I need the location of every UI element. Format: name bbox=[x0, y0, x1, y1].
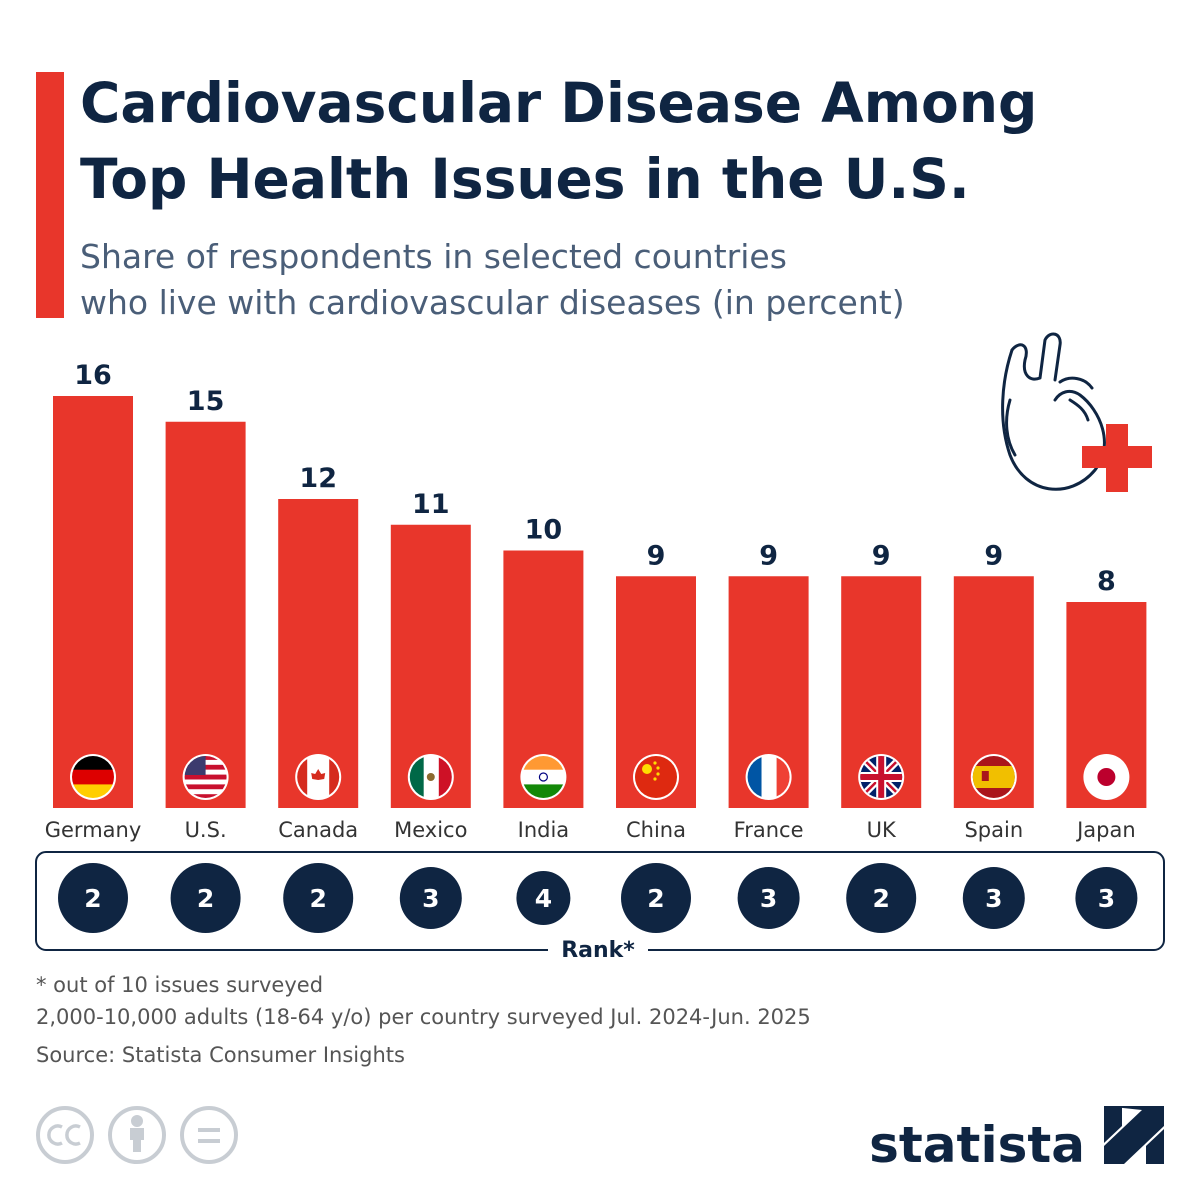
value-label: 8 bbox=[1097, 566, 1116, 597]
flag-part bbox=[184, 794, 227, 798]
rank-value: 2 bbox=[309, 884, 326, 913]
flag-part bbox=[72, 784, 114, 798]
flag-part bbox=[522, 769, 565, 785]
flag-part bbox=[184, 784, 227, 790]
rank-circle bbox=[516, 871, 571, 925]
rank-value: 3 bbox=[760, 884, 777, 913]
title-accent bbox=[36, 72, 64, 318]
x-tick-label: U.S. bbox=[185, 818, 227, 842]
flag-part bbox=[438, 756, 452, 798]
rank-value: 4 bbox=[535, 884, 552, 913]
title-line: Top Health Issues in the U.S. bbox=[80, 147, 970, 211]
flag-part bbox=[409, 756, 424, 798]
rank-circle bbox=[1075, 867, 1138, 929]
flag-part bbox=[761, 756, 777, 798]
value-label: 9 bbox=[984, 540, 1003, 571]
value-label: 12 bbox=[299, 463, 337, 494]
flag bbox=[522, 756, 565, 798]
flag-part bbox=[653, 761, 657, 765]
flag bbox=[72, 756, 114, 798]
rank-circle bbox=[737, 867, 800, 929]
flag-part bbox=[538, 772, 549, 782]
flag-part bbox=[311, 769, 326, 780]
rank-circle bbox=[962, 867, 1025, 929]
rank-circle bbox=[58, 863, 128, 933]
brand: statista bbox=[869, 1116, 1085, 1174]
x-tick-label: UK bbox=[867, 818, 897, 842]
rank-circle bbox=[846, 863, 917, 933]
flag-part bbox=[656, 772, 660, 776]
flag-part bbox=[776, 756, 790, 798]
x-tick-label: Spain bbox=[964, 818, 1023, 842]
rank-value: 3 bbox=[985, 884, 1002, 913]
value-label: 9 bbox=[647, 540, 666, 571]
flag-part bbox=[184, 774, 227, 780]
heart-icon bbox=[1001, 332, 1106, 491]
rank-label-bg bbox=[548, 935, 648, 963]
x-tick-label: China bbox=[626, 818, 686, 842]
subtitle-line: who live with cardiovascular diseases (i… bbox=[80, 283, 905, 322]
flag-part bbox=[747, 756, 762, 798]
source: Source: Statista Consumer Insights bbox=[36, 1043, 405, 1067]
footnote: * out of 10 issues surveyed bbox=[36, 973, 323, 997]
subtitle-line: Share of respondents in selected countri… bbox=[80, 237, 787, 276]
rank-value: 2 bbox=[647, 884, 664, 913]
rank-value: 3 bbox=[422, 884, 439, 913]
flag-part bbox=[522, 784, 565, 798]
flag bbox=[297, 756, 340, 798]
x-tick-label: India bbox=[518, 818, 570, 842]
flag-part bbox=[184, 779, 227, 785]
flag bbox=[860, 756, 903, 798]
value-label: 15 bbox=[187, 386, 225, 417]
brand-mark bbox=[1104, 1106, 1164, 1164]
flag-part bbox=[522, 756, 565, 770]
x-tick-label: Mexico bbox=[394, 818, 467, 842]
flag-part bbox=[642, 764, 652, 774]
rank-value: 2 bbox=[872, 884, 889, 913]
rank-value: 3 bbox=[1098, 884, 1115, 913]
flag-part bbox=[981, 771, 989, 781]
rank-circle bbox=[399, 867, 462, 929]
value-label: 9 bbox=[759, 540, 778, 571]
rank-circle bbox=[170, 863, 241, 933]
flag-part bbox=[329, 756, 340, 798]
flag-part bbox=[184, 789, 227, 795]
flag bbox=[409, 756, 452, 798]
value-label: 10 bbox=[525, 515, 563, 546]
rank-label: Rank* bbox=[561, 938, 635, 963]
flag-part bbox=[297, 756, 308, 798]
title-line: Cardiovascular Disease Among bbox=[80, 71, 1037, 135]
value-label: 9 bbox=[872, 540, 891, 571]
flag-part bbox=[426, 773, 435, 781]
rank-value: 2 bbox=[84, 884, 101, 913]
license-icons bbox=[36, 1106, 238, 1164]
bar bbox=[53, 396, 133, 808]
flag bbox=[747, 756, 790, 798]
bar bbox=[165, 421, 246, 808]
flag bbox=[1085, 756, 1128, 798]
rank-circle bbox=[621, 863, 691, 933]
plus-icon bbox=[1082, 424, 1152, 492]
x-tick-label: Germany bbox=[45, 818, 142, 842]
flag-part bbox=[1097, 768, 1116, 786]
rank-value: 2 bbox=[197, 884, 214, 913]
flag-part bbox=[656, 766, 660, 770]
flag bbox=[635, 756, 677, 798]
value-label: 16 bbox=[74, 360, 112, 391]
flag-part bbox=[653, 777, 657, 781]
flag-part bbox=[72, 769, 114, 785]
flag-part bbox=[972, 766, 1015, 788]
x-tick-label: Canada bbox=[278, 818, 358, 842]
value-label: 11 bbox=[412, 489, 450, 520]
footnote: 2,000-10,000 adults (18-64 y/o) per coun… bbox=[36, 1005, 811, 1029]
x-tick-label: France bbox=[734, 818, 804, 842]
flag-part bbox=[72, 756, 114, 770]
rank-circle bbox=[283, 863, 354, 933]
x-tick-label: Japan bbox=[1075, 818, 1136, 842]
flag-part bbox=[860, 756, 903, 798]
flag bbox=[972, 756, 1015, 798]
